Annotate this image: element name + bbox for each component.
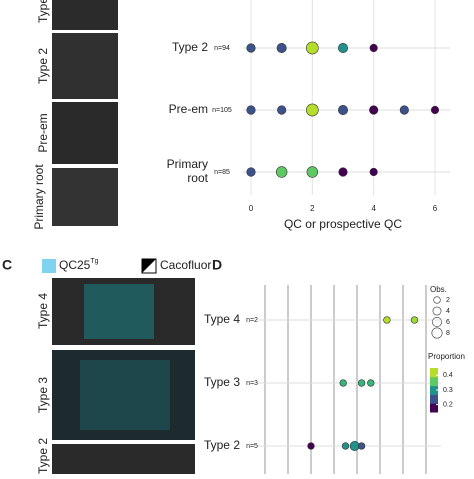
dot [275,166,288,178]
legend-title: Proportion [428,352,465,361]
n-label: n=94 [214,45,230,52]
legend-dot [432,306,442,316]
dot [339,379,347,387]
x-tick-label: 0 [249,204,254,213]
image-label: Type 2 [36,438,50,474]
legend-label: 0.3 [443,387,453,394]
row-label: root [187,171,208,185]
dot [276,42,287,53]
row-label: Primary [167,157,208,171]
dot [246,105,256,115]
legend-title: Obs. [430,285,447,294]
dot [307,442,315,450]
dot [357,379,366,387]
colorbar-cell [430,385,438,395]
dot [410,316,419,324]
legend-label: 2 [446,297,450,304]
x-tick-label: 2 [310,204,315,213]
dot [306,166,319,178]
legend-label: 4 [446,308,450,315]
panel-letter: D [212,257,222,273]
dot [337,105,348,116]
dot [338,167,348,177]
legend-dot [433,296,441,304]
n-label: n=5 [246,443,258,450]
dot [357,442,366,450]
dot [246,167,256,177]
dot [367,379,375,387]
row-label: Pre-em [169,102,208,116]
image-label: Type 3 [36,377,50,413]
colorbar-cell [430,376,438,387]
image-label: Type 2 [36,48,50,84]
marker: QC25 [59,258,91,272]
n-label: n=2 [246,317,258,324]
dot [337,42,348,53]
dot [277,105,287,115]
legend-label: 6 [446,319,450,326]
panel-letter: C [2,257,12,273]
x-axis-label: QC or prospective QC [284,217,402,231]
image-label: Type 4 [36,293,50,329]
legend-dot [432,317,442,327]
legend-label: 0.2 [443,402,453,409]
colorbar-cell [430,368,438,378]
row-label: Type 4 [204,312,240,326]
n-label: n=105 [212,107,232,114]
dot [246,43,256,53]
dot [369,167,378,177]
x-tick-label: 6 [433,204,438,213]
row-label: Type 3 [204,375,240,389]
legend-label: QC25Tg [59,258,99,272]
row-label: Type 2 [172,40,208,54]
marker-sup: Tg [90,258,98,265]
image-label: Type [36,0,50,23]
dot [341,442,350,450]
dot [369,43,378,53]
dot [369,105,379,115]
legend-dot [431,327,443,339]
dot [399,105,409,115]
n-label: n=3 [246,380,258,387]
dot [383,316,391,324]
dot [430,105,440,115]
x-tick-label: 4 [371,204,376,213]
dot [306,41,319,55]
image-label: Pre-em [36,113,50,152]
dot [306,103,319,117]
micrographs [42,0,195,474]
legend-label: 8 [446,330,450,337]
n-label: n=85 [214,169,230,176]
legend-label: Cacofluor [160,258,211,272]
legend-label: 0.4 [443,372,453,379]
colorbar-cell [430,403,438,413]
row-label: Type 2 [204,438,240,452]
colorbar-cell [430,394,438,404]
image-label: Primary root [32,164,46,230]
